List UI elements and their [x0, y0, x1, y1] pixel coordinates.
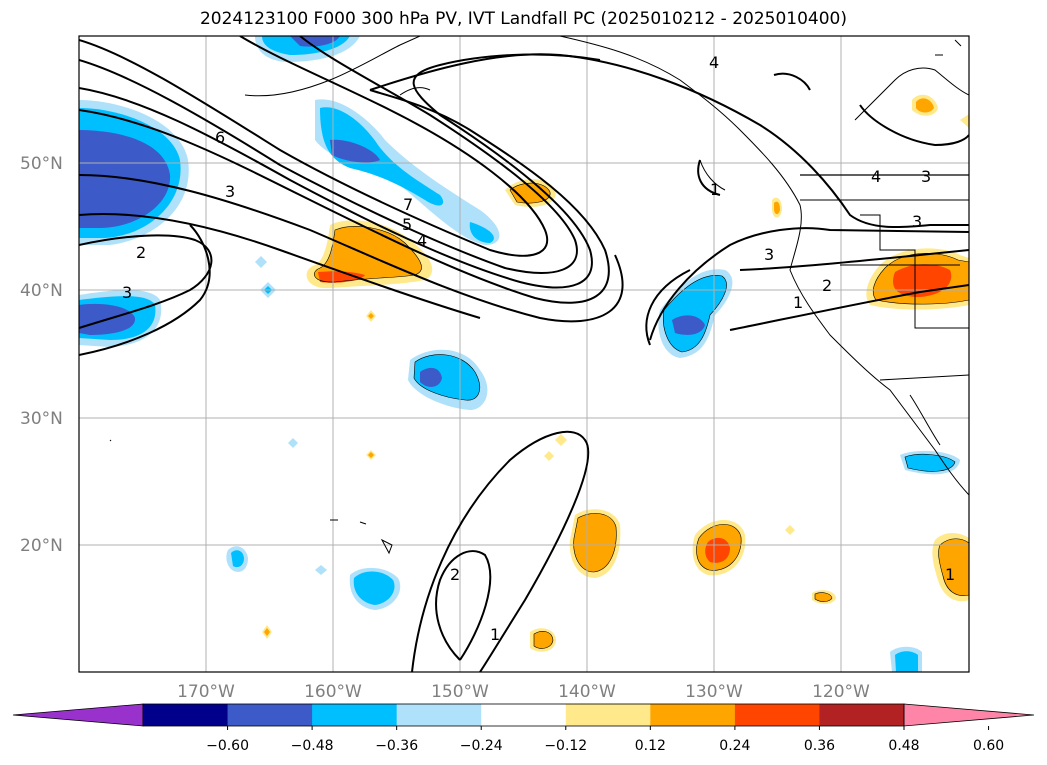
colorbar-tick-label: 0.12 — [635, 738, 666, 754]
lon-label-150w: 150°W — [431, 682, 489, 702]
contour-label: 3 — [225, 182, 235, 201]
colorbar-tick-label: −0.36 — [375, 738, 418, 754]
colorbar-segment — [819, 704, 905, 726]
contour-label: 2 — [450, 565, 460, 584]
contour-label: 3 — [764, 245, 774, 264]
colorbar-segment — [481, 704, 567, 726]
contour-label: 1 — [710, 180, 720, 199]
colorbar-tick-label: −0.12 — [544, 738, 587, 754]
colorbar-extend-low — [12, 703, 144, 727]
lon-label-160w: 160°W — [304, 682, 362, 702]
colorbar-segment — [565, 704, 651, 726]
contour-label: 4 — [417, 231, 427, 250]
colorbar-segment — [396, 704, 482, 726]
contour-label: 1 — [793, 293, 803, 312]
lon-label-140w: 140°W — [558, 682, 616, 702]
lat-label-20n: 20°N — [20, 536, 63, 556]
contour-label: 5 — [402, 215, 412, 234]
longitude-labels: 170°W 160°W 150°W 140°W 130°W 120°W — [177, 682, 870, 702]
map-panel: 6 3 2 7 5 4 4 1 3 2 1 3 3 4 3 2 1 1 — [78, 35, 970, 673]
lat-label-40n: 40°N — [20, 281, 63, 301]
contour-labels: 6 3 2 7 5 4 4 1 3 2 1 3 3 4 3 2 1 1 — [122, 53, 955, 644]
lat-label-30n: 30°N — [20, 409, 63, 429]
contour-label: 6 — [215, 128, 225, 147]
colorbar-tick-label: 0.36 — [804, 738, 835, 754]
contour-label: 4 — [871, 167, 881, 186]
colorbar-segment — [650, 704, 736, 726]
contour-label: 2 — [136, 243, 146, 262]
colorbar-segment — [143, 704, 229, 726]
colorbar-extend-high — [903, 703, 1035, 727]
contour-label: 1 — [945, 565, 955, 584]
colorbar-tick-label: 0.60 — [973, 738, 1004, 754]
contour-label: 1 — [490, 625, 500, 644]
colorbar-tick-label: −0.24 — [460, 738, 503, 754]
colorbar-tick-label: 0.48 — [888, 738, 919, 754]
map-title: 2024123100 F000 300 hPa PV, IVT Landfall… — [199, 9, 847, 29]
colorbar-tick-label: 0.24 — [719, 738, 750, 754]
contour-label: 3 — [122, 283, 132, 302]
colorbar-tick-label: −0.48 — [291, 738, 334, 754]
contour-label: 3 — [921, 167, 931, 186]
contour-label: 3 — [912, 212, 922, 231]
colorbar-tick-label: −0.60 — [206, 738, 249, 754]
lon-label-120w: 120°W — [812, 682, 870, 702]
contour-label: 2 — [822, 276, 832, 295]
colorbar-segment — [312, 704, 398, 726]
colorbar: −0.60 −0.48 −0.36 −0.24 −0.12 0.12 0.24 0.36 0.4… — [12, 703, 1035, 754]
black-contours — [79, 36, 969, 672]
contour-label: 4 — [709, 53, 719, 72]
colorbar-segment — [227, 704, 313, 726]
latitude-labels: 50°N 40°N 30°N 20°N — [20, 154, 63, 556]
lon-label-130w: 130°W — [685, 682, 743, 702]
lon-label-170w: 170°W — [177, 682, 235, 702]
colorbar-segment — [734, 704, 820, 726]
lat-label-50n: 50°N — [20, 154, 63, 174]
gridlines — [79, 36, 969, 672]
contour-label: 7 — [403, 195, 413, 214]
